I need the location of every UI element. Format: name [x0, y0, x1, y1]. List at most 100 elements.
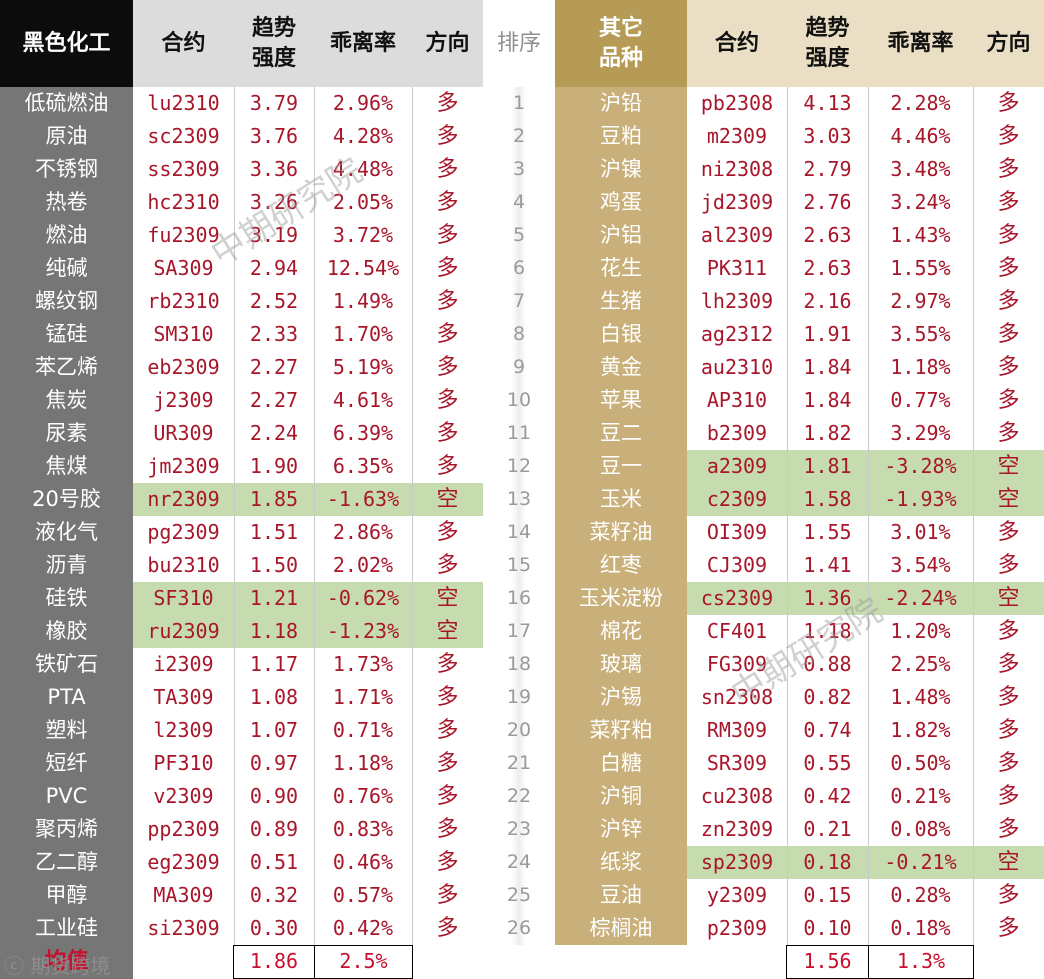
column-divider [868, 615, 869, 648]
left-code-cell: UR309 [153, 421, 214, 445]
left-code-cell: SF310 [153, 586, 214, 610]
left-code-cell: v2309 [153, 784, 214, 808]
right-deviation-average: 1.3% [868, 945, 974, 979]
right-table-row: 3 沪镍 ni2308 2.79 3.48% 多 [513, 153, 1044, 186]
left-table-row: 乙二醇 eg2309 0.51 0.46% 多 [35, 846, 483, 879]
column-divider [787, 780, 788, 813]
left-table-row: 短纤 PF310 0.97 1.18% 多 [46, 747, 483, 780]
right-table-row: 24 纸浆 sp2309 0.18 -0.21% 空 [507, 846, 1044, 879]
column-divider [973, 912, 974, 945]
right-dev-cell: 3.01% [890, 520, 951, 544]
right-table-row: 23 沪锌 zn2309 0.21 0.08% 多 [507, 813, 1044, 846]
column-divider [314, 318, 315, 351]
right-dir-cell: 多 [997, 289, 1020, 314]
right-dev-cell: -0.21% [884, 850, 957, 874]
right-code-cell: ni2308 [700, 157, 774, 181]
right-dev-cell: 2.97% [890, 289, 951, 313]
right-table-row: 17 棉花 CF401 1.18 1.20% 多 [507, 615, 1044, 648]
column-divider [314, 615, 315, 648]
right-trend-header: 趋势 强度 [787, 0, 868, 87]
left-trend-cell: 0.51 [249, 850, 299, 874]
right-name-cell: 玉米淀粉 [579, 586, 663, 610]
column-divider [314, 450, 315, 483]
right-table-row: 21 白糖 SR309 0.55 0.50% 多 [507, 747, 1044, 780]
left-code-cell: ru2309 [147, 619, 220, 643]
left-table-row: 硅铁 SF310 1.21 -0.62% 空 [46, 582, 483, 615]
left-code-cell: i2309 [153, 652, 214, 676]
left-table-row: 甲醇 MA309 0.32 0.57% 多 [46, 879, 483, 912]
left-table-row: 聚丙烯 pp2309 0.89 0.83% 多 [35, 813, 483, 846]
column-divider [412, 516, 413, 549]
column-divider [412, 813, 413, 846]
column-divider [314, 87, 315, 120]
left-code-cell: SA309 [153, 256, 214, 280]
column-divider [234, 648, 235, 681]
left-table-row: 沥青 bu2310 1.50 2.02% 多 [46, 549, 483, 582]
column-divider [412, 582, 413, 615]
left-trend-cell: 3.36 [249, 157, 299, 181]
right-rank-cell: 4 [512, 191, 526, 213]
left-table-row: 螺纹钢 rb2310 2.52 1.49% 多 [35, 285, 483, 318]
column-divider [787, 516, 788, 549]
right-dev-cell: 3.24% [890, 190, 951, 214]
right-name-cell: 纸浆 [600, 850, 642, 874]
column-divider [973, 846, 974, 879]
column-divider [973, 417, 974, 450]
right-table-row: 14 菜籽油 OI309 1.55 3.01% 多 [507, 516, 1044, 549]
right-table-row: 18 玻璃 FG309 0.88 2.25% 多 [507, 648, 1044, 681]
left-dir-cell: 多 [436, 223, 459, 248]
column-divider [412, 747, 413, 780]
column-divider [868, 780, 869, 813]
column-divider [787, 120, 788, 153]
left-deviation-average: 2.5% [314, 945, 413, 979]
left-table-row: 焦煤 jm2309 1.90 6.35% 多 [46, 450, 483, 483]
right-name-cell: 红枣 [600, 553, 642, 577]
right-dev-cell: 3.54% [890, 553, 951, 577]
left-name-cell: 20号胶 [32, 487, 101, 511]
right-dir-cell: 多 [997, 652, 1020, 677]
left-dev-cell: 4.61% [332, 388, 394, 412]
right-name-cell: 黄金 [600, 355, 642, 379]
right-trend-cell: 0.55 [803, 751, 852, 775]
column-divider [314, 483, 315, 516]
left-name-cell: 纯碱 [45, 256, 88, 280]
left-name-cell: PVC [45, 784, 88, 808]
left-name-cell: 焦炭 [45, 388, 88, 412]
column-divider [412, 318, 413, 351]
left-trend-average: 1.86 [233, 945, 315, 979]
column-divider [234, 186, 235, 219]
right-dir-cell: 多 [997, 619, 1020, 644]
left-name-cell: 甲醇 [45, 883, 88, 907]
right-trend-cell: 1.81 [803, 454, 852, 478]
left-table-row: PTA TA309 1.08 1.71% 多 [47, 681, 483, 714]
column-divider [868, 318, 869, 351]
left-trend-cell: 2.24 [249, 421, 299, 445]
left-trend-cell: 2.27 [249, 355, 299, 379]
column-divider [314, 186, 315, 219]
right-rank-cell: 15 [506, 554, 532, 576]
column-divider [973, 252, 974, 285]
right-rank-cell: 19 [506, 686, 532, 708]
left-dir-cell: 多 [436, 124, 459, 149]
right-dir-cell: 空 [997, 586, 1020, 611]
right-dev-cell: 0.77% [890, 388, 951, 412]
right-table-row: 2 豆粕 m2309 3.03 4.46% 多 [513, 120, 1044, 153]
column-divider [412, 450, 413, 483]
left-dev-cell: 0.42% [332, 916, 394, 940]
right-trend-cell: 1.91 [803, 322, 852, 346]
column-divider [314, 384, 315, 417]
left-dev-cell: 4.28% [332, 124, 394, 148]
right-rank-cell: 14 [506, 521, 532, 543]
left-trend-cell: 0.90 [249, 784, 299, 808]
left-code-cell: PF310 [153, 751, 214, 775]
right-dev-cell: 2.28% [890, 91, 951, 115]
right-trend-cell: 1.58 [803, 487, 852, 511]
column-divider [787, 417, 788, 450]
left-table-row: 焦炭 j2309 2.27 4.61% 多 [46, 384, 483, 417]
column-divider [234, 483, 235, 516]
column-divider [868, 351, 869, 384]
column-divider [412, 549, 413, 582]
right-rank-cell: 18 [506, 653, 532, 675]
right-table-row: 12 豆一 a2309 1.81 -3.28% 空 [507, 450, 1044, 483]
column-divider [412, 846, 413, 879]
